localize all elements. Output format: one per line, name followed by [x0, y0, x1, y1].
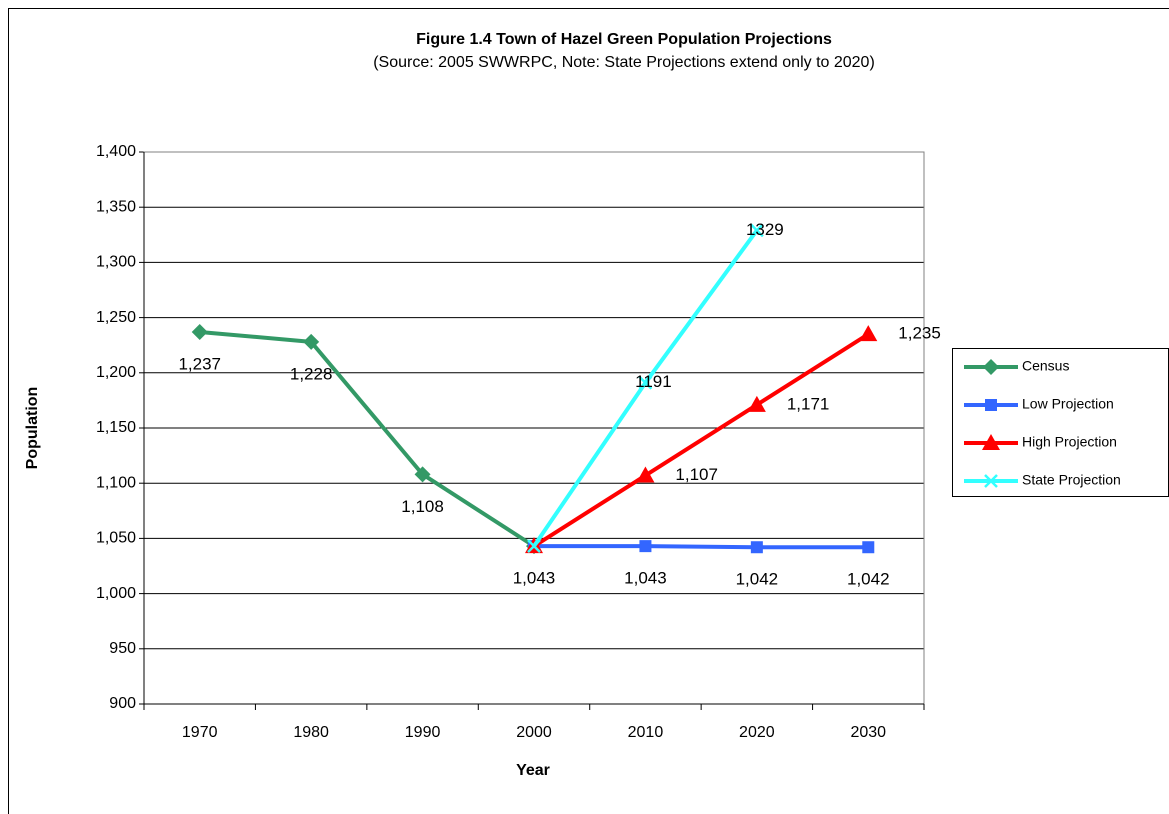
- marker: [749, 223, 764, 238]
- marker: [982, 434, 1000, 450]
- marker: [747, 395, 766, 412]
- data-label: 1,042: [847, 570, 890, 589]
- y-axis-title: Population: [24, 387, 41, 470]
- data-label: 1,171: [787, 394, 830, 413]
- legend-label: State Projection: [1022, 472, 1121, 488]
- y-tick-label: 1,350: [96, 198, 136, 215]
- marker: [414, 466, 431, 483]
- y-tick-label: 1,050: [96, 530, 136, 547]
- y-tick-label: 950: [109, 640, 136, 657]
- y-tick-label: 1,400: [96, 143, 136, 160]
- marker: [984, 474, 998, 488]
- x-axis-title: Year: [516, 762, 550, 779]
- data-label: 1,042: [736, 570, 779, 589]
- series-line: [534, 544, 869, 550]
- marker: [636, 466, 655, 483]
- series-line: [199, 329, 536, 548]
- data-label: 1,043: [624, 569, 667, 588]
- marker: [527, 539, 541, 554]
- series-line: [532, 332, 870, 548]
- marker: [983, 359, 999, 375]
- y-tick-label: 1,000: [96, 585, 136, 602]
- marker: [639, 540, 652, 553]
- marker: [303, 333, 320, 350]
- legend-label: Low Projection: [1022, 396, 1114, 412]
- marker: [750, 541, 763, 554]
- data-label: 1,107: [675, 465, 718, 484]
- x-tick-label: 2010: [628, 724, 664, 741]
- marker: [859, 325, 878, 342]
- data-label: 1,108: [401, 497, 444, 516]
- marker: [862, 541, 875, 554]
- y-tick-label: 1,200: [96, 364, 136, 381]
- y-tick-label: 900: [109, 695, 136, 712]
- data-label: 1,235: [898, 324, 941, 343]
- legend-label: Census: [1022, 358, 1069, 374]
- y-tick-label: 1,250: [96, 309, 136, 326]
- x-tick-label: 1990: [405, 724, 441, 741]
- data-label: 1191: [635, 372, 672, 391]
- x-tick-label: 2000: [516, 724, 552, 741]
- data-label: 1,228: [290, 364, 333, 383]
- chart-title: Figure 1.4 Town of Hazel Green Populatio…: [416, 31, 832, 48]
- data-label: 1,043: [513, 569, 556, 588]
- data-label: 1329: [746, 220, 784, 239]
- x-tick-label: 2020: [739, 724, 775, 741]
- y-tick-label: 1,300: [96, 254, 136, 271]
- legend: [952, 348, 1169, 497]
- marker: [191, 323, 208, 340]
- data-label: 1,237: [178, 354, 221, 373]
- x-tick-label: 1980: [293, 724, 329, 741]
- y-tick-label: 1,150: [96, 419, 136, 436]
- chart-subtitle: (Source: 2005 SWWRPC, Note: State Projec…: [373, 54, 875, 71]
- x-tick-label: 2030: [850, 724, 886, 741]
- legend-label: High Projection: [1022, 434, 1117, 450]
- x-tick-label: 1970: [182, 724, 218, 741]
- y-tick-label: 1,100: [96, 474, 136, 491]
- marker: [638, 375, 653, 390]
- marker: [985, 399, 997, 411]
